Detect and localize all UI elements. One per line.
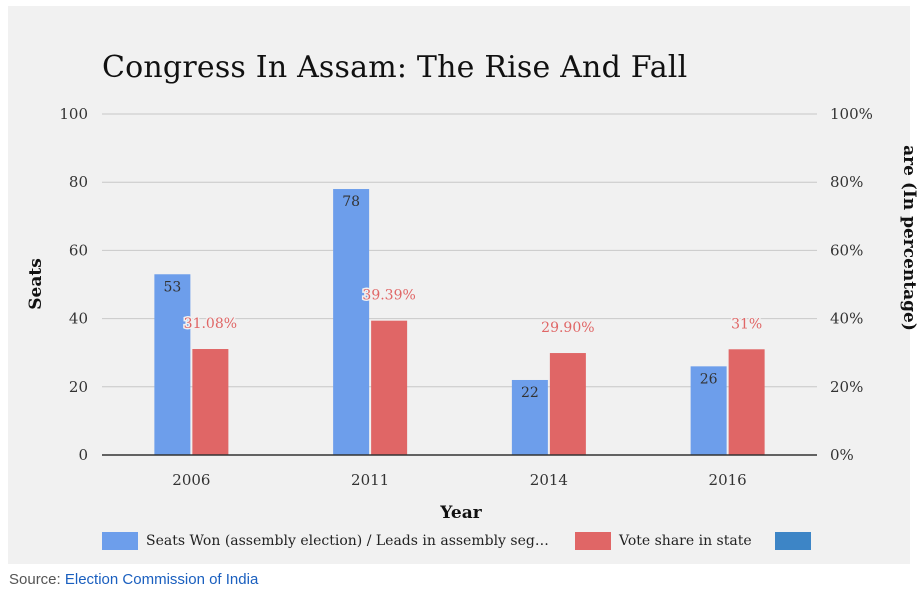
source-line: Source: Election Commission of India xyxy=(9,571,258,588)
bar-vote-share xyxy=(728,349,765,455)
data-label-seats: 26 xyxy=(700,371,718,387)
y-tick-label-right: 40% xyxy=(830,310,863,328)
x-tick-label: 2011 xyxy=(351,471,389,489)
y-tick-label-left: 60 xyxy=(69,241,88,259)
data-label-vote-share: 31% xyxy=(731,316,762,332)
legend-swatch-vote-share xyxy=(575,532,611,550)
x-tick-label: 2016 xyxy=(709,471,747,489)
bar-vote-share xyxy=(549,353,586,455)
y-tick-label-left: 0 xyxy=(78,446,88,464)
y-tick-label-left: 100 xyxy=(59,105,88,123)
y-tick-label-left: 20 xyxy=(69,378,88,396)
chart-title: Congress In Assam: The Rise And Fall xyxy=(102,50,688,85)
y-tick-label-right: 100% xyxy=(830,105,873,123)
bar-seats xyxy=(154,274,191,455)
bar-seats xyxy=(690,366,727,455)
y-tick-label-right: 20% xyxy=(830,378,863,396)
data-label-seats: 22 xyxy=(521,385,539,401)
data-label-seats: 78 xyxy=(342,194,360,210)
x-axis-title: Year xyxy=(439,503,482,523)
legend-label-vote-share: Vote share in state xyxy=(619,533,752,549)
y-tick-label-right: 80% xyxy=(830,173,863,191)
y-tick-label-right: 0% xyxy=(830,446,854,464)
legend-swatch-extra xyxy=(775,532,811,550)
y-axis-title-right: are (In percentage) xyxy=(899,145,918,331)
y-axis-title-left: Seats xyxy=(26,258,46,310)
data-label-vote-share: 29.90% xyxy=(541,320,594,336)
data-label-vote-share: 39.39% xyxy=(362,288,415,304)
legend-label-seats: Seats Won (assembly election) / Leads in… xyxy=(146,533,549,549)
bar-seats xyxy=(511,379,548,455)
legend-item-vote-share[interactable]: Vote share in state xyxy=(575,532,752,550)
legend-item-extra[interactable] xyxy=(775,532,819,550)
source-link[interactable]: Election Commission of India xyxy=(64,571,259,588)
y-tick-label-left: 80 xyxy=(69,173,88,191)
y-tick-label-right: 60% xyxy=(830,241,863,259)
data-label-seats: 53 xyxy=(163,279,181,295)
x-tick-label: 2014 xyxy=(530,471,568,489)
legend-swatch-seats xyxy=(102,532,138,550)
legend-item-seats[interactable]: Seats Won (assembly election) / Leads in… xyxy=(102,532,549,550)
bar-vote-share xyxy=(371,320,408,455)
source-prefix: Source: xyxy=(9,571,65,588)
y-tick-label-left: 40 xyxy=(69,310,88,328)
x-tick-label: 2006 xyxy=(172,471,210,489)
data-label-vote-share: 31.08% xyxy=(184,316,237,332)
bar-vote-share xyxy=(192,349,229,455)
bar-seats xyxy=(333,189,370,455)
